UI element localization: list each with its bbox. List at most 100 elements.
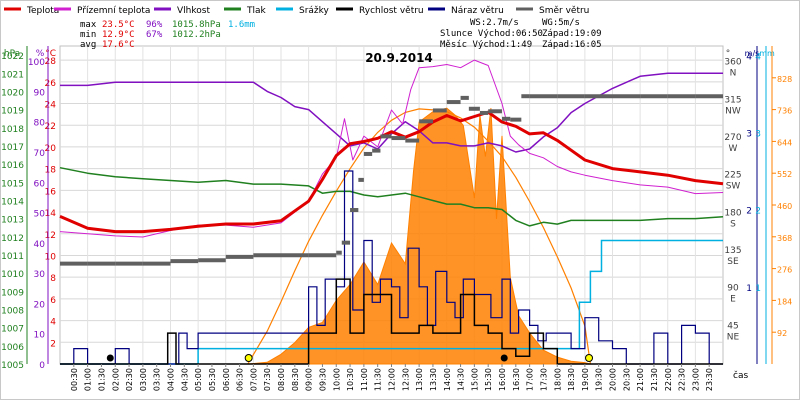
temp-tick-label: 28 [45, 57, 57, 67]
hpa-tick-label: 1011 [1, 252, 24, 262]
stat-rain: 1.6mm [228, 20, 255, 30]
hpa-tick-label: 1022 [1, 52, 24, 62]
solar-tick-label: 368 [777, 234, 792, 243]
series-ground-temp-line [59, 59, 724, 238]
sunrise-marker [244, 354, 253, 362]
stat-min-label: min [80, 30, 96, 40]
series-temperature-line [59, 110, 724, 234]
stat-avg-temp: 17.6°C [102, 40, 135, 50]
time-tick-label: 22:30 [678, 368, 687, 391]
time-tick-label: 05:00 [194, 368, 203, 391]
hum-tick-label: 70 [34, 149, 46, 159]
time-tick-label: 21:00 [636, 368, 645, 391]
solar-tick-label: 184 [777, 297, 792, 306]
time-tick-label: 20:30 [622, 368, 631, 391]
info-wind-gust: WG:5m/s [542, 18, 580, 28]
temp-tick-label: 20 [45, 144, 57, 154]
hpa-tick-label: 1020 [1, 88, 24, 98]
time-tick-label: 03:00 [139, 368, 148, 391]
time-tick-label: 14:00 [443, 368, 452, 391]
mm-tick-label: 2 [755, 207, 761, 217]
dir-tick-label: N [730, 69, 737, 79]
dir-tick-label: NW [725, 106, 741, 116]
series-pressure-line [59, 166, 724, 227]
time-tick-label: 11:00 [360, 368, 369, 391]
legend-label: Srážky [299, 6, 330, 16]
dir-tick-label: 135 [724, 246, 741, 256]
dir-tick-label: NE [727, 332, 740, 342]
legend-label: Rychlost větru [359, 6, 424, 16]
hpa-tick-label: 1009 [1, 288, 24, 298]
mm-axis-unit: mm [759, 49, 775, 58]
hum-tick-label: 50 [34, 210, 46, 220]
hpa-tick-label: 1010 [1, 270, 24, 280]
time-tick-label: 13:30 [429, 368, 438, 391]
stat-min-press: 1012.2hPa [172, 30, 221, 40]
hum-tick-label: 20 [34, 300, 46, 310]
hum-tick-label: 30 [34, 270, 46, 280]
time-tick-label: 15:30 [484, 368, 493, 391]
time-tick-label: 18:30 [567, 368, 576, 391]
hpa-tick-label: 1019 [1, 107, 24, 117]
stat-min-hum: 67% [146, 30, 163, 40]
chart-title: 20.9.2014 [365, 51, 433, 65]
hpa-tick-label: 1005 [1, 361, 24, 371]
dir-tick-label: SE [727, 257, 739, 267]
hpa-tick-label: 1006 [1, 343, 24, 353]
temp-tick-label: 6 [50, 296, 56, 306]
time-tick-label: 16:00 [498, 368, 507, 391]
temp-tick-label: 18 [45, 166, 57, 176]
solar-tick-label: 552 [777, 170, 792, 179]
time-tick-label: 10:00 [332, 368, 341, 391]
hpa-tick-label: 1014 [1, 197, 24, 207]
temp-tick-label: 24 [45, 101, 57, 111]
sunset-marker [585, 354, 594, 362]
hpa-axis-unit: hPa [4, 49, 20, 59]
info-wind-speed: WS:2.7m/s [470, 18, 519, 28]
ms-axis-unit: m/s [745, 49, 760, 58]
legend-label: Vlhkost [177, 6, 210, 16]
time-tick-label: 21:30 [650, 368, 659, 391]
hum-tick-label: 60 [34, 179, 46, 189]
time-tick-label: 04:00 [167, 368, 176, 391]
hpa-tick-label: 1013 [1, 216, 24, 226]
time-tick-label: 11:30 [374, 368, 383, 391]
stat-max-label: max [80, 20, 97, 30]
stat-max-press: 1015.8hPa [172, 20, 221, 30]
solar-tick-label: 828 [777, 75, 792, 84]
time-tick-label: 02:00 [111, 368, 120, 391]
hum-tick-label: 10 [34, 331, 46, 341]
temp-tick-label: 22 [45, 122, 56, 132]
dir-tick-label: 270 [724, 133, 741, 143]
time-tick-label: 15:00 [470, 368, 479, 391]
info-moonset: Západ:16:05 [542, 40, 602, 50]
temp-tick-label: 10 [45, 252, 57, 262]
temp-tick-label: 2 [50, 339, 56, 349]
time-tick-label: 10:30 [346, 368, 355, 391]
time-tick-label: 08:00 [277, 368, 286, 391]
moonset-marker [500, 354, 508, 362]
temp-tick-label: 16 [45, 187, 57, 197]
time-tick-label: 05:30 [208, 368, 217, 391]
info-sunrise: Slunce Východ:06:50 [440, 29, 543, 39]
stat-max-hum: 96% [146, 20, 163, 30]
dir-tick-label: 225 [724, 171, 741, 181]
dir-tick-label: 45 [727, 321, 738, 331]
mm-tick-label: 1 [755, 284, 761, 294]
temp-tick-label: 12 [45, 231, 56, 241]
dir-tick-label: S [730, 219, 736, 229]
solar-tick-label: 644 [777, 138, 792, 147]
time-tick-label: 00:30 [70, 368, 79, 391]
time-tick-label: 14:30 [457, 368, 466, 391]
dir-tick-label: 90 [727, 284, 739, 294]
legend-label: Náraz větru [451, 6, 504, 16]
dir-axis-unit: ° [726, 49, 731, 59]
time-tick-label: 04:30 [180, 368, 189, 391]
time-tick-label: 12:00 [388, 368, 397, 391]
info-sunset: Západ:19:09 [542, 29, 602, 39]
time-tick-label: 06:00 [222, 368, 231, 391]
temp-tick-label: 4 [50, 318, 56, 328]
solar-tick-label: 460 [777, 202, 792, 211]
hpa-tick-label: 1018 [1, 125, 24, 135]
